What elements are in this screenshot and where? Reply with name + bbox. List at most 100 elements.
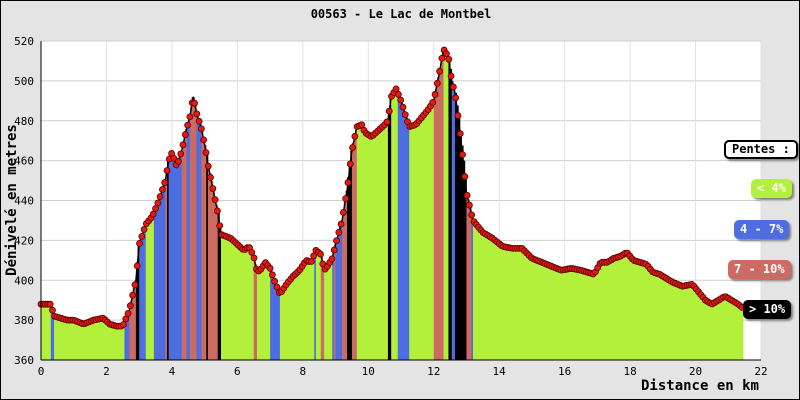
slope-stripe [512,248,515,360]
slope-stripe [711,303,714,360]
slope-stripe [669,280,672,360]
slope-stripe [432,100,435,360]
slope-stripe [618,256,621,360]
slope-stripe [428,106,431,360]
slope-stripe [736,303,739,360]
slope-stripe [685,285,688,360]
elevation-point [248,248,256,256]
slope-stripe [347,177,350,360]
slope-stripe [229,237,232,360]
slope-stripe [720,298,723,360]
slope-stripe [57,317,60,360]
slope-stripe [317,251,320,360]
slope-stripe [509,247,512,360]
slope-stripe [90,320,93,360]
slope-stripe [135,262,138,360]
elevation-point [195,117,203,125]
elevation-point [138,232,146,240]
slope-stripe [492,238,495,360]
slope-stripe [739,305,742,360]
slope-stripe [461,145,464,360]
elevation-point [445,55,453,63]
slope-stripe [546,264,549,360]
elevation-point [468,211,476,219]
slope-stripe [121,326,124,360]
slope-stripe [91,320,94,361]
slope-stripe [468,199,471,360]
slope-stripe [707,301,710,360]
slope-stripe [258,269,261,360]
slope-stripe [49,304,52,360]
slope-stripe [653,272,656,360]
slope-stripe [296,271,299,360]
slope-stripe [425,110,428,360]
slope-stripe [203,136,206,360]
slope-stripe [368,134,371,360]
slope-stripe [209,172,212,360]
slope-stripe [281,289,284,360]
elevation-point [179,141,187,149]
slope-stripe [225,236,228,360]
y-tick-label: 520 [14,35,34,48]
elevation-point [344,179,352,186]
slope-stripe [219,223,222,360]
slope-stripe [378,129,381,360]
slope-stripe [86,322,89,360]
slope-stripe [402,106,405,360]
slope-stripe [60,318,63,360]
slope-stripe [471,213,474,360]
elevation-point [394,91,402,98]
slope-stripe [725,296,728,360]
slope-stripe [371,135,374,360]
slope-stripe [126,314,129,360]
slope-stripe [579,269,582,360]
slope-stripe [147,220,150,360]
slope-stripe [243,249,246,360]
elevation-point [126,302,134,310]
slope-stripe [106,321,109,360]
slope-stripe [437,76,440,360]
slope-stripe [207,164,210,360]
slope-stripe [293,274,296,360]
slope-stripe [134,280,137,360]
elevation-point [401,111,409,119]
slope-stripe [484,233,487,360]
elevation-point [346,160,354,168]
slope-stripe [104,319,107,360]
elevation-point [461,173,469,180]
slope-stripe [558,268,561,360]
elevation-point [433,79,441,87]
slope-stripe [482,232,485,360]
slope-stripe [186,122,189,361]
slope-stripe [50,304,53,360]
slope-stripe [315,250,318,360]
slope-stripe [455,92,458,360]
slope-stripe [666,278,669,360]
slope-stripe [481,230,484,360]
slope-stripe [199,123,202,360]
slope-stripe [489,236,492,360]
slope-stripe [63,319,66,360]
slope-stripe [566,268,569,360]
slope-stripe [541,262,544,360]
slope-stripe [687,284,690,360]
slope-stripe [556,268,559,360]
slope-stripe [446,54,449,360]
slope-stripe [119,326,122,360]
slope-stripe [211,180,214,360]
slope-stripe [617,256,620,360]
slope-stripe [214,196,217,360]
slope-stripe [99,318,102,360]
elevation-point [431,91,439,98]
slope-stripe [517,248,520,360]
slope-stripe [615,257,618,360]
slope-stripe [358,125,361,361]
slope-stripe [638,261,641,360]
slope-stripe [530,256,533,360]
elevation-point [156,193,164,200]
x-tick-label: 16 [558,365,571,378]
slope-stripe [178,155,181,360]
slope-stripe [175,161,178,360]
slope-stripe [306,260,309,360]
slope-stripe [733,301,736,360]
